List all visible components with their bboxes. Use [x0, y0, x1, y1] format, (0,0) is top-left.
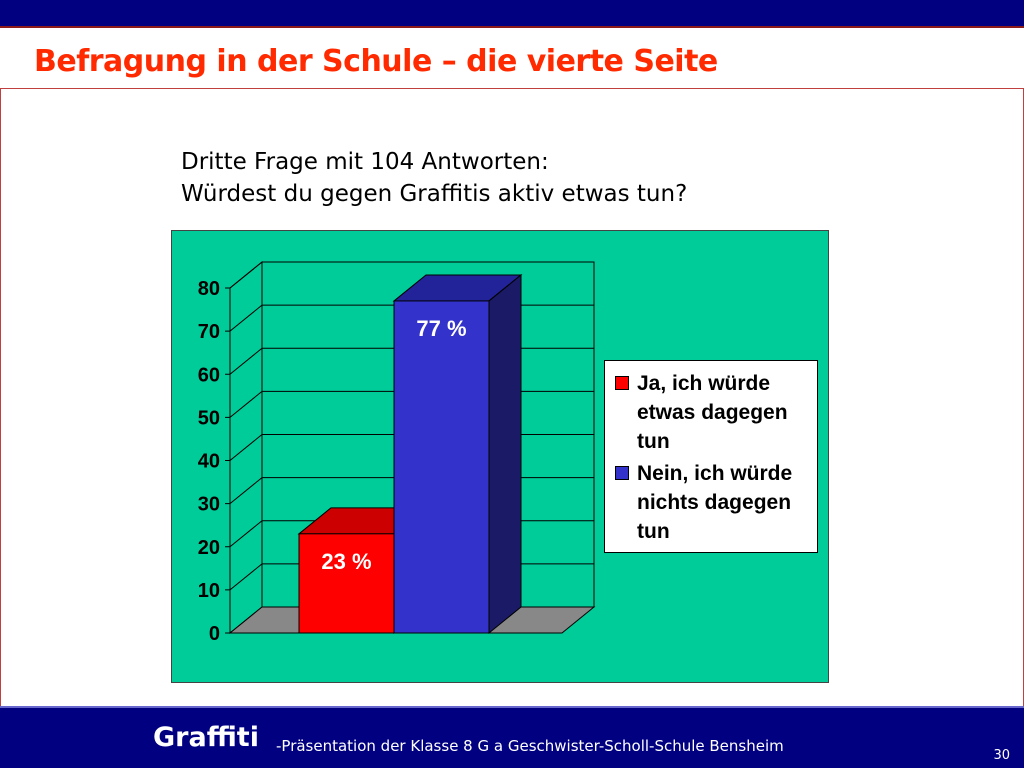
bar-no [393, 300, 490, 634]
question-line-1: Dritte Frage mit 104 Antworten: [181, 149, 549, 175]
left-border [0, 88, 1, 708]
bar-chart: 0 10 20 30 40 50 60 70 80 23 % 77 % [198, 260, 596, 645]
title-rule [0, 88, 1024, 89]
y-tick-label: 80 [198, 278, 220, 300]
footer-text: -Präsentation der Klasse 8 G a Geschwist… [276, 737, 784, 755]
graffiti-logo: Graffiti [153, 722, 259, 753]
data-label-yes: 23 % [321, 549, 371, 574]
footer-bar [0, 708, 1024, 768]
slide-title: Befragung in der Schule – die vierte Sei… [34, 44, 718, 79]
y-tick-label: 10 [198, 580, 220, 602]
legend-swatch-blue [615, 466, 629, 480]
y-tick-label: 20 [198, 537, 220, 559]
chart-area: 0 10 20 30 40 50 60 70 80 23 % 77 % [171, 230, 829, 683]
question-line-2: Würdest du gegen Graffitis aktiv etwas t… [181, 181, 688, 207]
y-tick-label: 40 [198, 451, 220, 473]
legend-item-yes: Ja, ich würde etwas dagegen tun [613, 369, 813, 456]
legend-swatch-red [615, 376, 629, 390]
y-tick-label: 30 [198, 494, 220, 516]
page-number: 30 [993, 748, 1010, 763]
legend-item-no: Nein, ich würde nichts dagegen tun [613, 459, 813, 546]
header-divider [0, 26, 1024, 28]
bar-side-no [488, 273, 522, 635]
y-tick-label: 50 [198, 407, 220, 429]
footer-divider [0, 706, 1024, 708]
legend-label-yes: Ja, ich würde etwas dagegen tun [637, 372, 788, 453]
header-bar [0, 0, 1024, 26]
chart-legend: Ja, ich würde etwas dagegen tun Nein, ic… [604, 360, 818, 553]
legend-label-no: Nein, ich würde nichts dagegen tun [637, 462, 793, 543]
data-label-no: 77 % [416, 316, 466, 341]
gridline [229, 261, 594, 289]
bar-yes [298, 533, 395, 634]
y-tick-label: 70 [198, 321, 220, 343]
question-text: Dritte Frage mit 104 Antworten: Würdest … [181, 146, 687, 210]
y-tick-label: 0 [209, 623, 220, 645]
y-tick-label: 60 [198, 364, 220, 386]
